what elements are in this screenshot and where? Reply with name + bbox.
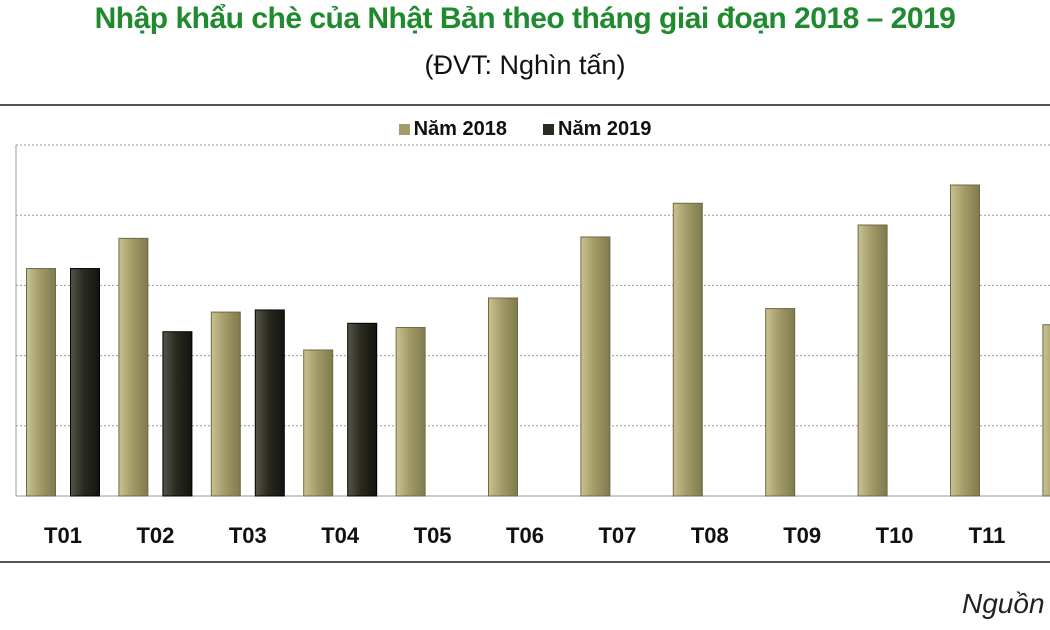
x-tick-label: T03 (229, 523, 267, 548)
chart-title: Nhập khẩu chè của Nhật Bản theo tháng gi… (94, 2, 956, 35)
legend-label-2018: Năm 2018 (413, 118, 507, 140)
bar-2019-T03 (254, 309, 285, 497)
x-tick-label: T06 (506, 523, 544, 548)
bar-2018-T08 (672, 202, 703, 497)
bottom-divider (0, 561, 1050, 563)
source-label: Nguồn (962, 588, 1045, 619)
x-tick-label: T02 (136, 523, 174, 548)
x-tick-label: T09 (783, 523, 821, 548)
x-tick-label: T08 (691, 523, 729, 548)
bar-2018-T03 (210, 311, 241, 497)
bar-2019-T02 (162, 331, 193, 497)
legend-item-2019: Năm 2019 (543, 118, 651, 141)
legend: Năm 2018 Năm 2019 (0, 118, 1050, 141)
legend-label-2019: Năm 2019 (558, 118, 652, 140)
bar-2018-T01 (26, 268, 56, 497)
x-tick-label: T10 (876, 523, 914, 548)
bar-2018-T05 (395, 327, 426, 497)
bar-2018-T09 (765, 308, 796, 497)
bar-2018-T10 (857, 224, 888, 497)
bar-2018-T11 (950, 184, 980, 497)
bar-2018-T07 (580, 236, 611, 497)
x-tick-label: T04 (321, 523, 360, 548)
legend-swatch-2018 (398, 124, 410, 135)
top-divider (0, 104, 1050, 106)
bar-2018-T12 (1042, 324, 1050, 497)
x-tick-label: T07 (598, 523, 636, 548)
bar-2019-T01 (70, 268, 100, 497)
x-tick-label: T01 (44, 523, 82, 548)
bar-2018-T06 (488, 297, 518, 497)
legend-swatch-2019 (543, 124, 554, 135)
chart-subtitle: (ĐVT: Nghìn tấn) (424, 50, 626, 80)
bar-2018-T02 (118, 237, 149, 497)
x-tick-label: T11 (969, 523, 1006, 548)
x-tick-label: T05 (414, 523, 452, 548)
bar-2019-T04 (347, 322, 378, 497)
legend-item-2018: Năm 2018 (398, 118, 507, 141)
bar-2018-T04 (303, 349, 334, 497)
